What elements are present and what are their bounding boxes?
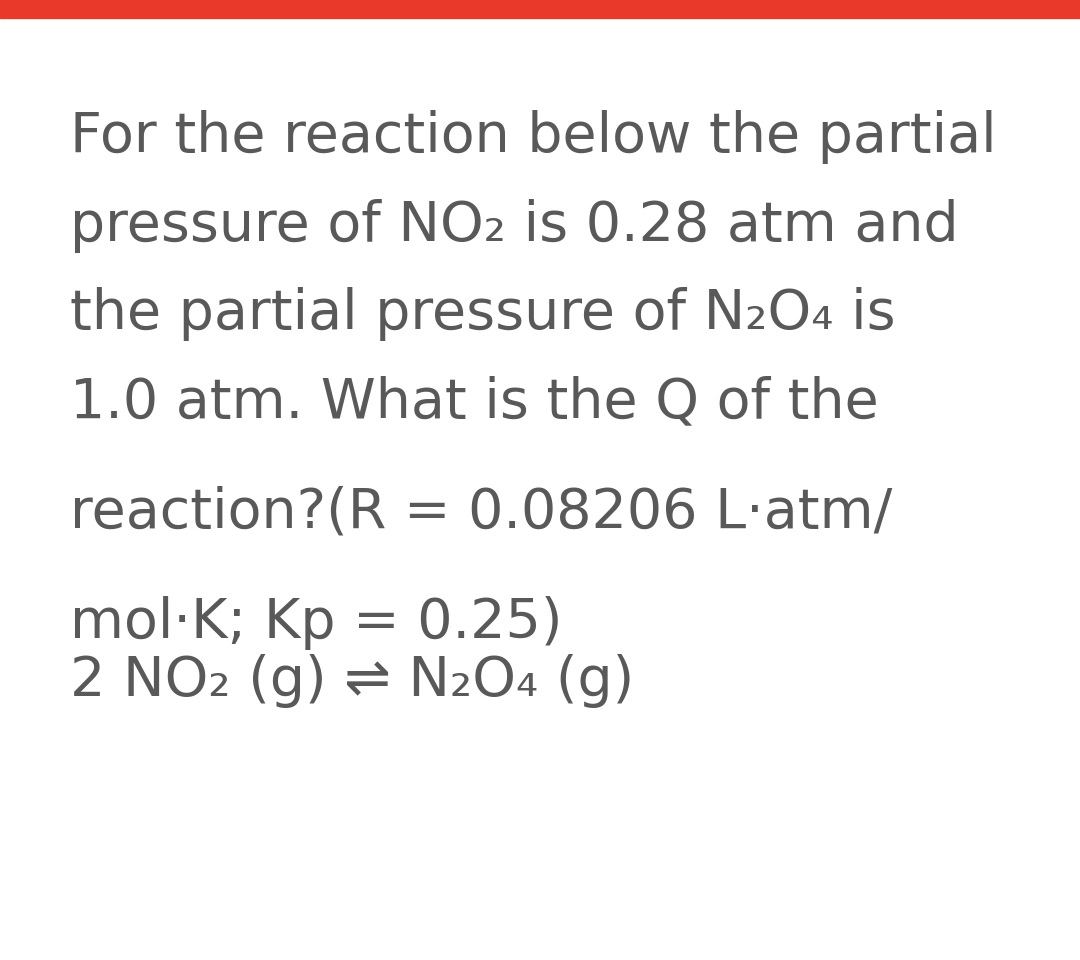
Text: pressure of NO₂ is 0.28 atm and: pressure of NO₂ is 0.28 atm and [70,199,959,252]
Text: mol·K; Kp = 0.25): mol·K; Kp = 0.25) [70,596,563,650]
Bar [0,0,1080,18]
Text: 1.0 atm. What is the Q of the: 1.0 atm. What is the Q of the [70,375,879,429]
Text: the partial pressure of N₂O₄ is: the partial pressure of N₂O₄ is [70,287,895,341]
Text: reaction?(R = 0.08206 L·atm/: reaction?(R = 0.08206 L·atm/ [70,486,892,540]
Text: For the reaction below the partial: For the reaction below the partial [70,110,997,164]
Text: 2 NO₂ (g) ⇌ N₂O₄ (g): 2 NO₂ (g) ⇌ N₂O₄ (g) [70,654,634,708]
